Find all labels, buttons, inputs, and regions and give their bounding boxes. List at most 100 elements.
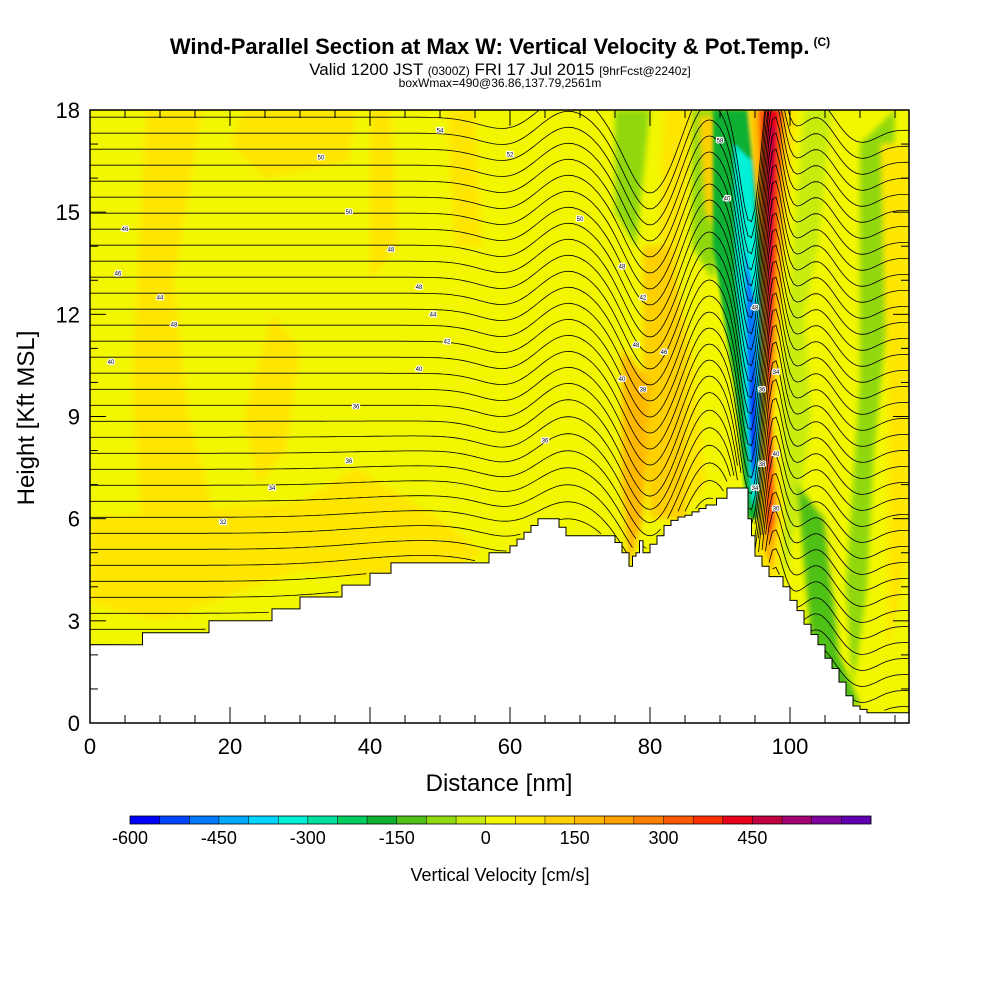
theta-contour-line — [90, 212, 909, 399]
colorbar-swatch — [633, 816, 664, 824]
colorbar-swatch — [693, 816, 724, 824]
colorbar-tick-label: -450 — [201, 828, 237, 848]
theta-contour-line — [90, 566, 909, 639]
colorbar-swatch — [396, 816, 427, 824]
theta-label: 48 — [752, 306, 759, 312]
theta-label: 48 — [388, 248, 395, 254]
theta-contour-line — [90, 491, 909, 575]
theta-label: 34 — [773, 370, 780, 376]
theta-contour-line — [810, 629, 909, 671]
theta-contour-line — [90, 164, 909, 351]
w-core-band — [751, 348, 756, 478]
theta-contour-line — [90, 260, 909, 447]
theta-contour-line — [90, 378, 909, 538]
colorbar-tick-label: -300 — [290, 828, 326, 848]
w-region — [132, 110, 216, 621]
colorbar-swatch — [752, 816, 783, 824]
theta-label: 50 — [577, 217, 584, 223]
theta-contour-line — [90, 196, 909, 383]
w-region — [797, 484, 860, 706]
theta-contour-line — [90, 360, 909, 525]
w-region — [230, 110, 356, 179]
colorbar-swatch — [278, 816, 309, 824]
chart-box-info: boxWmax=490@36.86,137.79,2561m — [398, 76, 602, 90]
x-tick-label: 60 — [498, 734, 522, 759]
theta-label: 46 — [122, 227, 129, 233]
theta-contour-line — [90, 116, 909, 303]
y-axis-label: Height [Kft MSL] — [13, 331, 40, 506]
colorbar-swatch — [367, 816, 398, 824]
theta-contour-line — [90, 110, 909, 271]
theta-contour-line — [90, 416, 909, 549]
theta-label: 44 — [157, 295, 164, 301]
x-tick-label: 100 — [772, 734, 809, 759]
theta-contour-line — [90, 308, 909, 495]
colorbar-tick-label: 300 — [648, 828, 678, 848]
theta-contour-line — [90, 228, 909, 415]
colorbar-swatch — [189, 816, 220, 824]
colorbar-swatch — [159, 816, 190, 824]
y-tick-label: 3 — [68, 609, 80, 634]
theta-contour-line — [90, 110, 909, 255]
w-region — [510, 110, 538, 315]
theta-label: 50 — [318, 156, 325, 162]
y-tick-label: 9 — [68, 405, 80, 430]
colorbar-swatch — [337, 816, 368, 824]
theta-contour-labels: 54 50 52 50 50 58 40 46 48 46 48 48 44 42 44 48 48 42 48 46… — [107, 127, 782, 527]
w-region — [643, 246, 685, 519]
theta-contour-line — [90, 472, 909, 559]
colorbar-swatch — [426, 816, 457, 824]
theta-contour-line — [90, 132, 909, 319]
theta-label: 42 — [640, 295, 647, 301]
theta-contour-line — [90, 324, 909, 511]
w-region — [846, 110, 895, 689]
colorbar-swatch — [218, 816, 249, 824]
w-region — [783, 110, 832, 587]
theta-contour-line — [884, 706, 909, 711]
theta-label: 40 — [108, 360, 115, 366]
w-region — [447, 110, 482, 247]
w-region — [881, 144, 909, 655]
w-region — [496, 348, 580, 519]
theta-label: 36 — [542, 438, 549, 444]
w-region — [370, 110, 398, 281]
colorbar-swatch — [130, 816, 160, 824]
colorbar-swatch — [722, 816, 753, 824]
colorbar-swatch — [811, 816, 842, 824]
theta-label: 50 — [346, 210, 353, 216]
theta-label: 48 — [633, 343, 640, 349]
colorbar-swatch — [663, 816, 694, 824]
terrain — [89, 487, 910, 724]
colorbar-swatch — [574, 816, 605, 824]
terrain-mask — [89, 487, 910, 724]
theta-contour-line — [852, 690, 909, 703]
colorbar-tick-label: -600 — [112, 828, 148, 848]
theta-contour-line — [90, 292, 909, 479]
theta-contour-line — [90, 110, 909, 223]
theta-label: 34 — [269, 486, 276, 492]
theta-contours — [90, 110, 909, 711]
theta-label: 58 — [717, 139, 724, 145]
colorbar-tick-label: -150 — [379, 828, 415, 848]
theta-label: 54 — [437, 128, 444, 134]
theta-label: 48 — [619, 265, 626, 271]
colorbar-swatch — [248, 816, 279, 824]
colorbar-swatch — [782, 816, 813, 824]
theta-contour-line — [90, 180, 909, 367]
chart-subtitle: Valid 1200 JST (0300Z) FRI 17 Jul 2015 [… — [309, 60, 691, 79]
x-tick-label: 0 — [84, 734, 96, 759]
colorbar-tick-label: 0 — [481, 828, 491, 848]
colorbar-swatch — [485, 816, 516, 824]
theta-label: 36 — [346, 459, 353, 465]
theta-label: 32 — [220, 520, 227, 526]
x-tick-label: 80 — [638, 734, 662, 759]
colorbar-swatch — [456, 816, 486, 824]
colorbar-tick-label: 150 — [560, 828, 590, 848]
theta-label: 46 — [115, 271, 122, 277]
theta-label: 48 — [416, 285, 423, 291]
theta-label: 40 — [773, 452, 780, 458]
theta-contour-line — [90, 529, 909, 607]
colorbar-swatch — [307, 816, 338, 824]
